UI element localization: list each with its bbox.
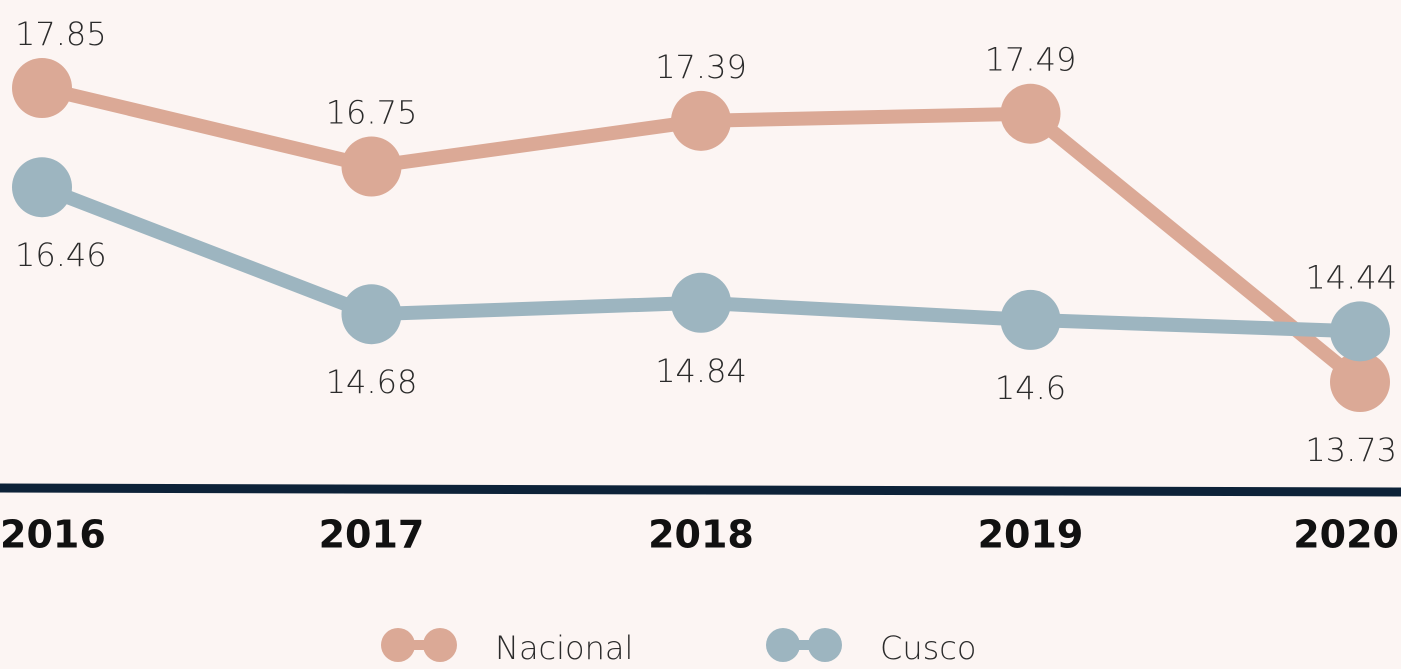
data-point xyxy=(671,272,731,333)
data-point xyxy=(1000,289,1061,350)
data-label: 14.84 xyxy=(655,352,747,390)
data-label: 14.6 xyxy=(995,369,1066,407)
legend-marker xyxy=(381,628,415,662)
data-label: 13.73 xyxy=(1305,431,1397,469)
data-label: 14.44 xyxy=(1305,258,1397,296)
legend-marker xyxy=(766,628,800,662)
x-tick-label: 2017 xyxy=(319,513,425,557)
x-tick-label: 2019 xyxy=(978,513,1084,557)
data-point xyxy=(341,284,402,345)
legend-marker xyxy=(423,628,457,662)
data-point xyxy=(1330,352,1390,412)
data-point xyxy=(12,157,72,218)
data-point xyxy=(1330,301,1390,362)
data-point xyxy=(12,58,72,118)
data-label: 14.68 xyxy=(326,363,418,401)
data-point xyxy=(671,90,731,151)
data-label: 17.85 xyxy=(15,15,107,53)
data-label: 16.46 xyxy=(15,236,107,274)
data-label: 16.75 xyxy=(326,93,418,131)
data-label: 17.49 xyxy=(985,41,1077,79)
x-tick-label: 2016 xyxy=(0,513,106,557)
legend-marker xyxy=(808,628,842,662)
legend-label: Nacional xyxy=(495,629,633,667)
data-point xyxy=(341,136,402,197)
baseline xyxy=(0,483,1401,497)
x-tick-label: 2020 xyxy=(1293,513,1399,557)
data-label: 17.39 xyxy=(655,48,747,86)
legend-label: Cusco xyxy=(880,629,976,667)
x-tick-label: 2018 xyxy=(648,513,754,557)
data-point xyxy=(1000,83,1061,144)
